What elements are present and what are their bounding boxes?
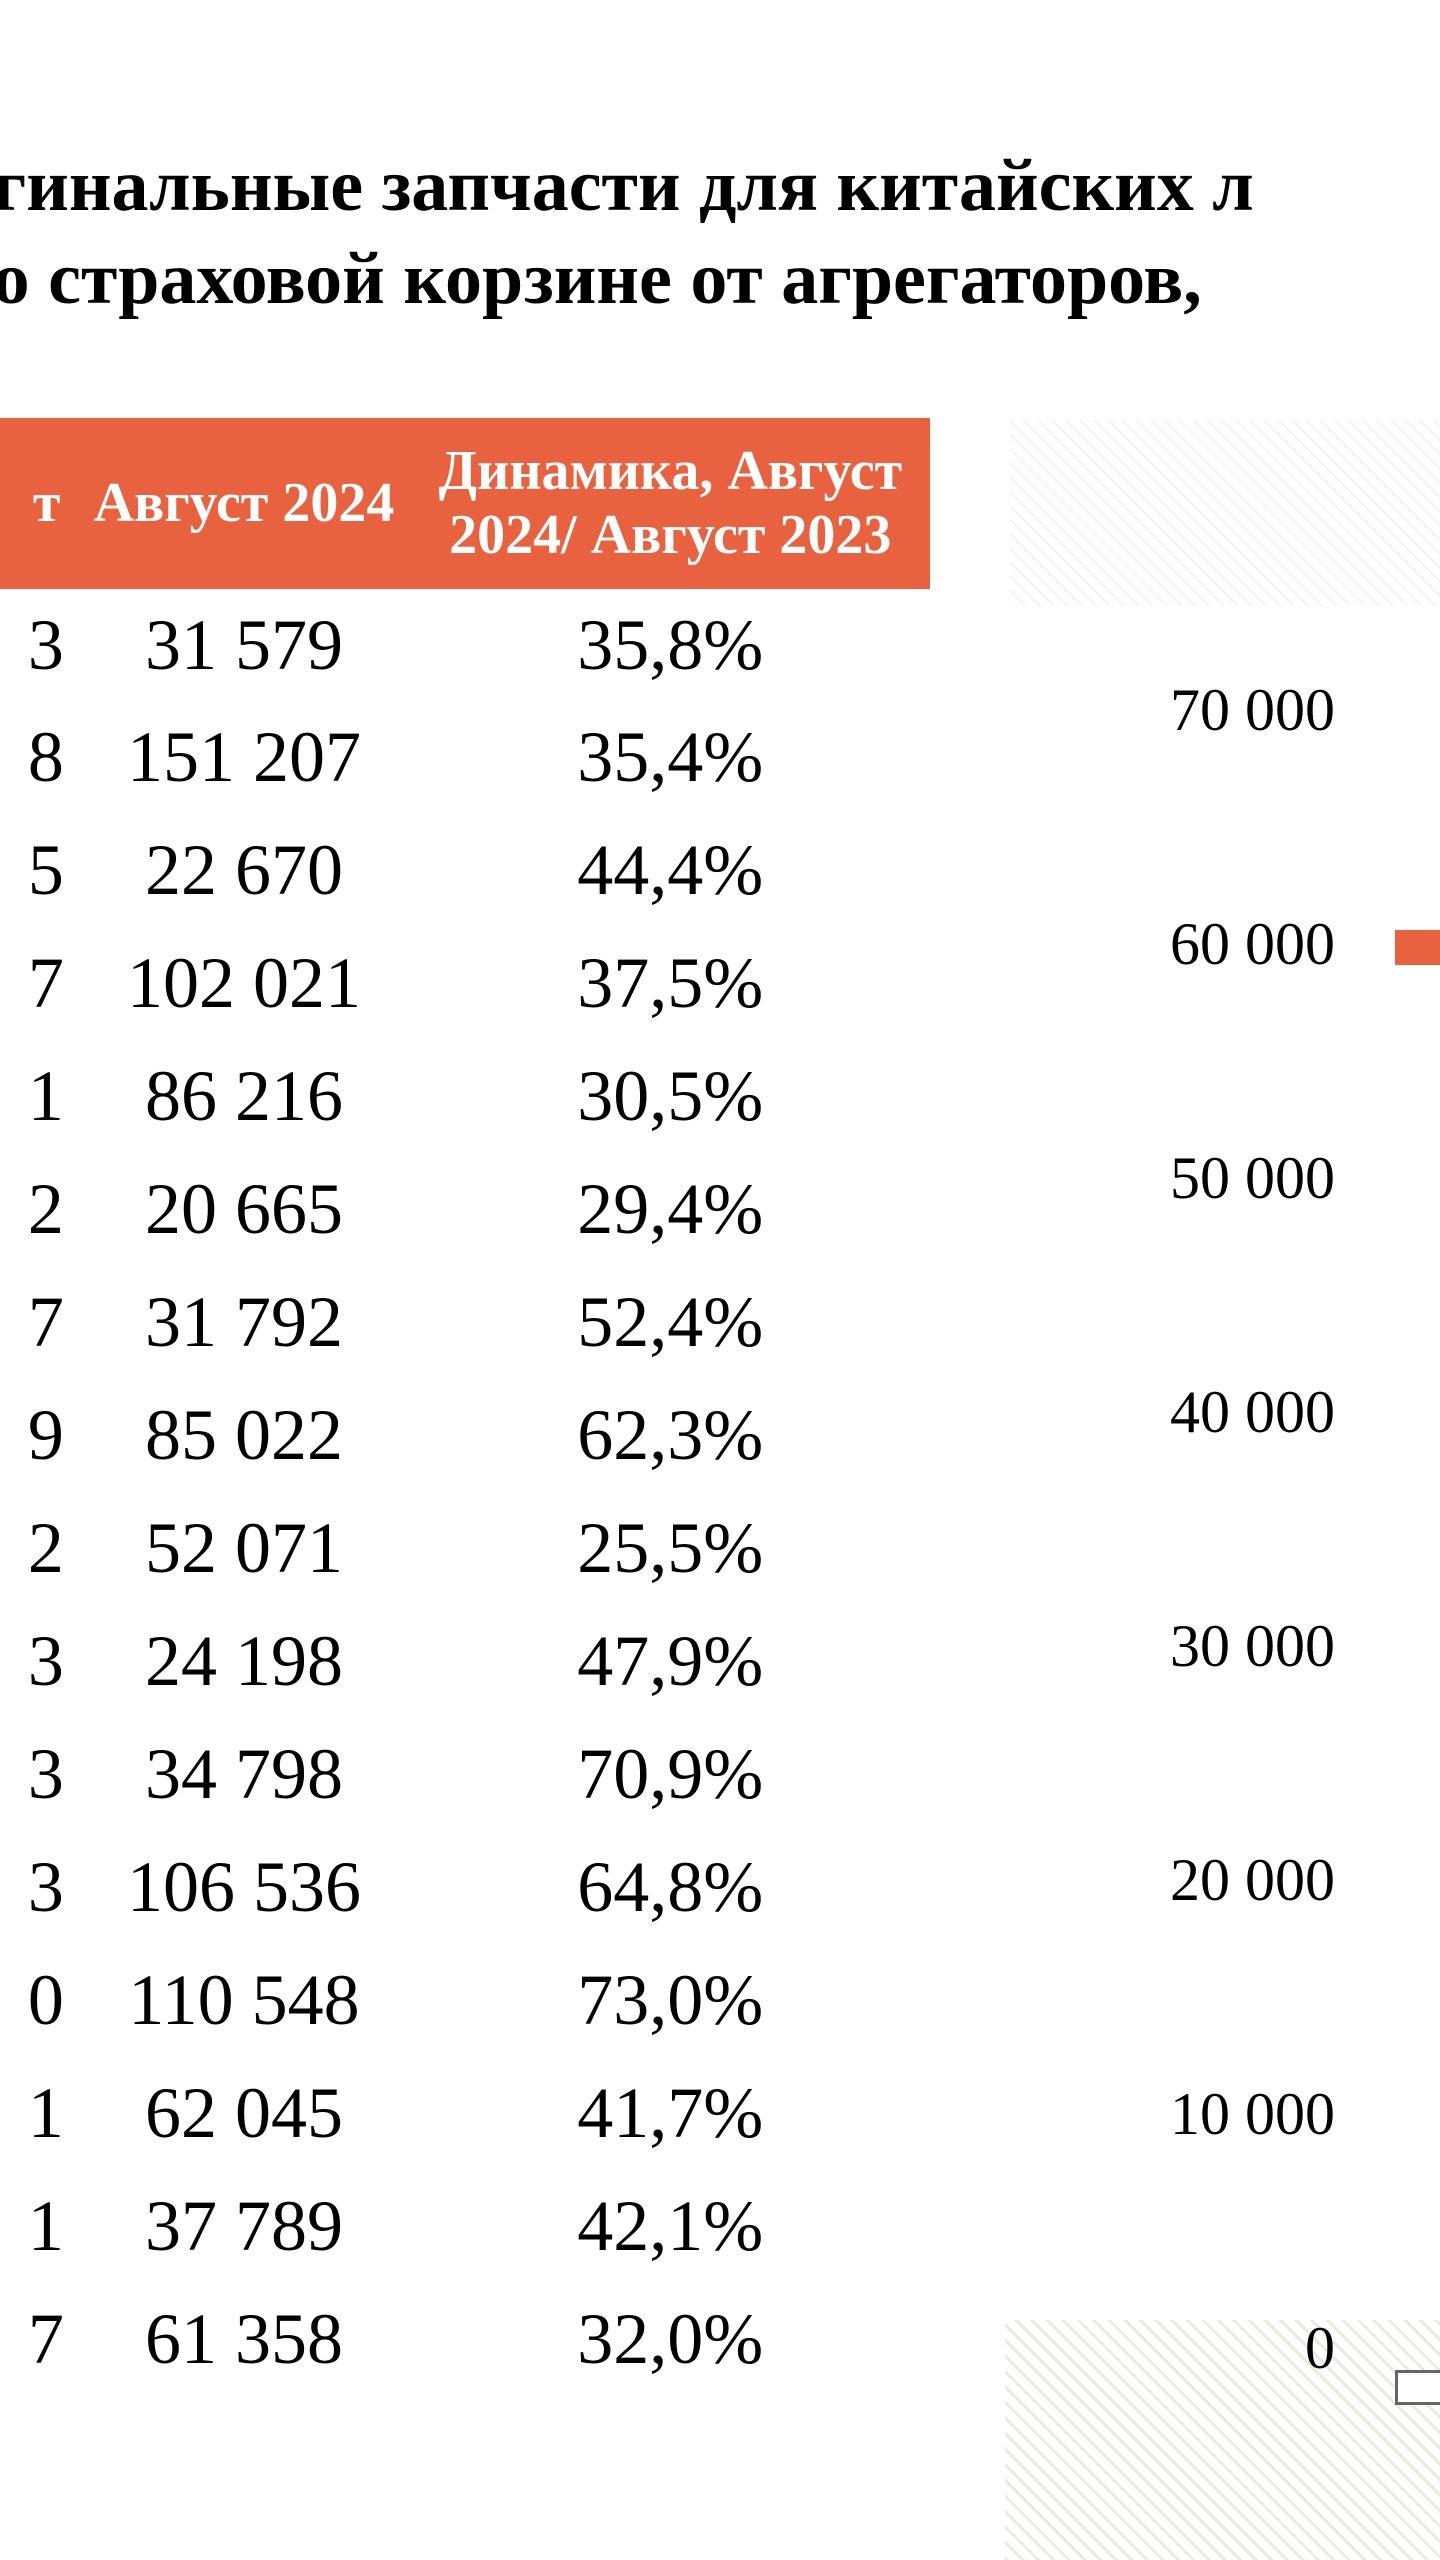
table-row: 220 66529,4%: [0, 1152, 929, 1265]
axis-tick-label: 10 000: [1075, 2084, 1335, 2144]
table-cell-value: 24 198: [76, 1604, 412, 1717]
table-cell-value: 86 216: [76, 1039, 412, 1152]
table-cell-dynamics: 44,4%: [412, 813, 928, 926]
table-cell-value: 106 536: [76, 1830, 412, 1943]
table-cell-dynamics: 47,9%: [412, 1604, 928, 1717]
table-cell-dynamics: 25,5%: [412, 1491, 928, 1604]
table-cell-dynamics: 35,4%: [412, 700, 928, 813]
table-header-col2: Динамика, Август 2024/ Август 2023: [412, 420, 928, 588]
table-cell-value: 110 548: [76, 1943, 412, 2056]
table-row: 137 78942,1%: [0, 2169, 929, 2282]
chart-bar-fragment: [1395, 930, 1440, 965]
table-cell-dynamics: 42,1%: [412, 2169, 928, 2282]
page-title: игинальные запчасти для китайских л по с…: [0, 140, 1440, 325]
table-cell-col0: 3: [0, 1604, 76, 1717]
table-row: 8151 20735,4%: [0, 700, 929, 813]
table-cell-dynamics: 30,5%: [412, 1039, 928, 1152]
table-cell-col0: 8: [0, 700, 76, 813]
table-row: 186 21630,5%: [0, 1039, 929, 1152]
table-cell-col0: 9: [0, 1378, 76, 1491]
axis-tick-label: 60 000: [1075, 914, 1335, 974]
table-cell-col0: 3: [0, 1830, 76, 1943]
axis-tick-label: 40 000: [1075, 1382, 1335, 1442]
table-row: 252 07125,5%: [0, 1491, 929, 1604]
table-row: 731 79252,4%: [0, 1265, 929, 1378]
table-row: 0110 54873,0%: [0, 1943, 929, 2056]
table-header-row: т Август 2024 Динамика, Август 2024/ Авг…: [0, 420, 929, 588]
table-cell-dynamics: 52,4%: [412, 1265, 928, 1378]
table-cell-dynamics: 37,5%: [412, 926, 928, 1039]
table-row: 334 79870,9%: [0, 1717, 929, 1830]
table-cell-dynamics: 41,7%: [412, 2056, 928, 2169]
table-cell-dynamics: 64,8%: [412, 1830, 928, 1943]
table-header-col1: Август 2024: [76, 420, 412, 588]
table-row: 331 57935,8%: [0, 587, 929, 700]
title-line-1: игинальные запчасти для китайских л: [0, 140, 1440, 233]
y-axis-labels: 70 000 60 000 50 000 40 000 30 000 20 000 10 0…: [1075, 680, 1335, 2378]
axis-tick-label: 20 000: [1075, 1850, 1335, 1910]
table-cell-value: 85 022: [76, 1378, 412, 1491]
table-row: 985 02262,3%: [0, 1378, 929, 1491]
decorative-hatching-top: [1010, 420, 1440, 606]
table-cell-dynamics: 35,8%: [412, 587, 928, 700]
table-cell-col0: 2: [0, 1152, 76, 1265]
axis-tick-label: 0: [1075, 2318, 1335, 2378]
table-cell-value: 62 045: [76, 2056, 412, 2169]
table-cell-value: 37 789: [76, 2169, 412, 2282]
table-row: 162 04541,7%: [0, 2056, 929, 2169]
table-cell-value: 31 792: [76, 1265, 412, 1378]
table-row: 3106 53664,8%: [0, 1830, 929, 1943]
table-cell-col0: 7: [0, 926, 76, 1039]
price-dynamics-table: т Август 2024 Динамика, Август 2024/ Авг…: [0, 418, 930, 2395]
table-header-col0: т: [0, 420, 76, 588]
table-cell-dynamics: 70,9%: [412, 1717, 928, 1830]
table-row: 7102 02137,5%: [0, 926, 929, 1039]
axis-tick-label: 50 000: [1075, 1148, 1335, 1208]
table-cell-col0: 7: [0, 1265, 76, 1378]
table-cell-col0: 1: [0, 2169, 76, 2282]
table-row: 324 19847,9%: [0, 1604, 929, 1717]
table-cell-col0: 3: [0, 587, 76, 700]
data-table-container: т Август 2024 Динамика, Август 2024/ Авг…: [0, 418, 930, 2395]
table-cell-value: 34 798: [76, 1717, 412, 1830]
table-cell-col0: 7: [0, 2282, 76, 2395]
table-row: 522 67044,4%: [0, 813, 929, 926]
chart-axis-fragment: [1395, 2370, 1440, 2405]
table-cell-col0: 0: [0, 1943, 76, 2056]
table-cell-value: 31 579: [76, 587, 412, 700]
table-cell-value: 102 021: [76, 926, 412, 1039]
table-cell-value: 61 358: [76, 2282, 412, 2395]
axis-tick-label: 70 000: [1075, 680, 1335, 740]
table-cell-dynamics: 29,4%: [412, 1152, 928, 1265]
table-cell-col0: 3: [0, 1717, 76, 1830]
table-cell-dynamics: 73,0%: [412, 1943, 928, 2056]
table-cell-value: 20 665: [76, 1152, 412, 1265]
table-row: 761 35832,0%: [0, 2282, 929, 2395]
table-cell-value: 22 670: [76, 813, 412, 926]
table-body: 331 57935,8%8151 20735,4%522 67044,4%710…: [0, 587, 929, 2395]
table-cell-value: 151 207: [76, 700, 412, 813]
table-cell-col0: 5: [0, 813, 76, 926]
axis-tick-label: 30 000: [1075, 1616, 1335, 1676]
table-cell-col0: 1: [0, 2056, 76, 2169]
table-cell-dynamics: 62,3%: [412, 1378, 928, 1491]
title-line-2: по страховой корзине от агрегаторов,: [0, 233, 1440, 326]
table-cell-dynamics: 32,0%: [412, 2282, 928, 2395]
table-cell-col0: 1: [0, 1039, 76, 1152]
table-cell-col0: 2: [0, 1491, 76, 1604]
table-cell-value: 52 071: [76, 1491, 412, 1604]
